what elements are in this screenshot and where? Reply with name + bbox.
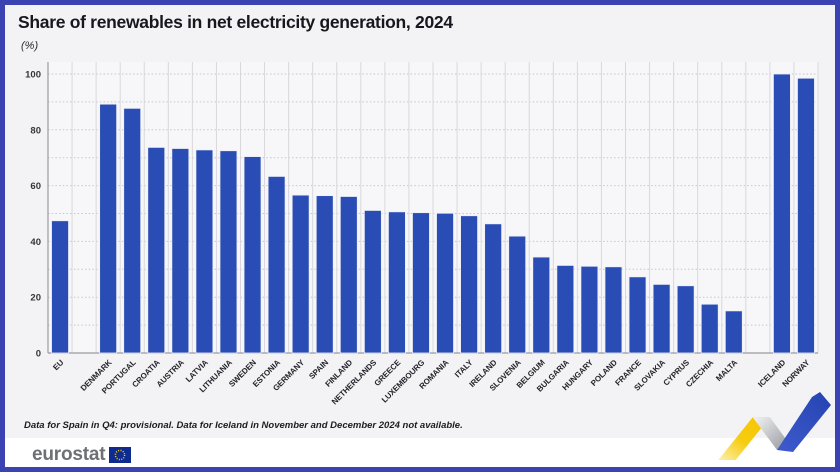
x-label-eu: EU [51, 358, 65, 372]
eurostat-logo[interactable]: eurostat [32, 444, 132, 466]
x-label-italy: ITALY [453, 358, 475, 380]
chart-unit-label: (%) [21, 40, 39, 52]
logo-strip: eurostat [0, 438, 840, 472]
bar-cyprus[interactable] [676, 285, 695, 354]
y-tick-label: 100 [25, 70, 41, 81]
x-label-malta: MALTA [714, 358, 739, 383]
bar-ireland[interactable] [484, 223, 503, 354]
y-tick-label: 40 [30, 237, 41, 248]
bar-germany[interactable] [291, 194, 310, 354]
bar-hungary[interactable] [580, 265, 599, 354]
bar-spain[interactable] [315, 195, 334, 354]
eu-flag-icon [109, 447, 132, 463]
bar-eu[interactable] [51, 220, 69, 354]
bar-malta[interactable] [724, 310, 743, 354]
x-label-luxembourg: LUXEMBOURG [380, 358, 427, 405]
bar-poland[interactable] [604, 266, 623, 354]
bar-france[interactable] [628, 276, 647, 354]
bar-luxembourg[interactable] [412, 212, 430, 354]
footnote: Data for Spain in Q4: provisional. Data … [24, 420, 463, 431]
x-label-netherlands: NETHERLANDS [330, 358, 379, 407]
bar-italy[interactable] [460, 215, 478, 354]
chart-title: Share of renewables in net electricity g… [18, 12, 453, 32]
bar-romania[interactable] [436, 212, 454, 354]
bar-belgium[interactable] [532, 256, 551, 354]
bar-austria[interactable] [171, 148, 190, 354]
y-tick-label: 0 [36, 349, 41, 360]
bar-slovakia[interactable] [652, 283, 671, 354]
x-label-spain: SPAIN [307, 358, 330, 381]
bar-croatia[interactable] [147, 146, 166, 354]
y-tick-label: 60 [30, 181, 41, 192]
bar-bulgaria[interactable] [556, 264, 575, 354]
eurostat-logo-text: eurostat [32, 444, 106, 465]
bar-estonia[interactable] [267, 175, 286, 354]
bar-lithuania[interactable] [219, 150, 238, 354]
bar-czechia[interactable] [700, 303, 719, 354]
bar-denmark[interactable] [99, 103, 118, 354]
y-tick-label: 80 [30, 125, 41, 136]
bar-netherlands[interactable] [363, 210, 382, 354]
bar-greece[interactable] [388, 211, 406, 354]
bar-sweden[interactable] [243, 156, 262, 354]
bar-finland[interactable] [339, 196, 358, 354]
bar-norway[interactable] [797, 77, 815, 354]
bar-slovenia[interactable] [508, 235, 527, 354]
bar-latvia[interactable] [195, 149, 214, 354]
x-label-norway: NORWAY [781, 358, 812, 389]
bar-portugal[interactable] [123, 107, 142, 354]
bar-iceland[interactable] [773, 73, 791, 354]
y-tick-label: 20 [30, 293, 41, 304]
